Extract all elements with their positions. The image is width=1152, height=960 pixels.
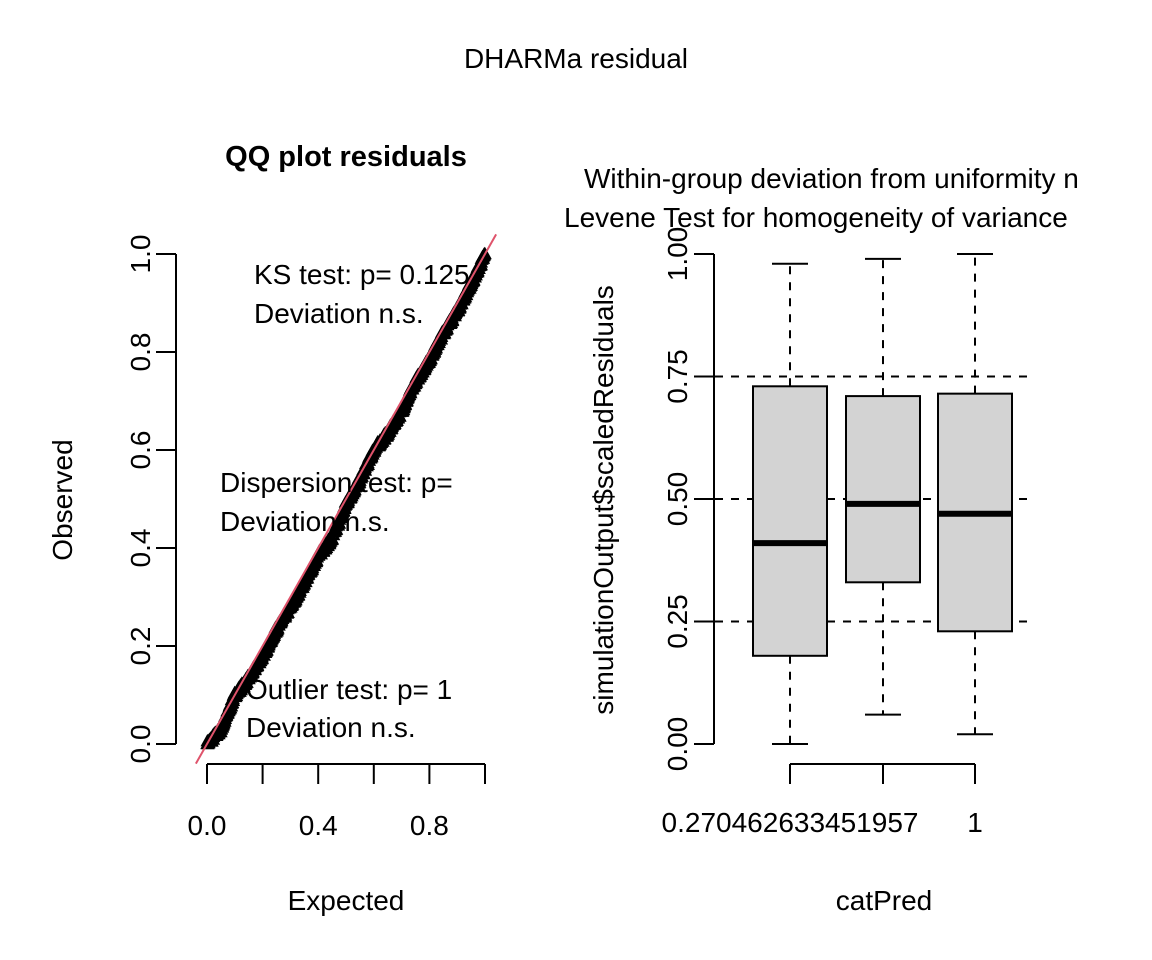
qq-x-axis: 0.0 0.4 0.8 <box>188 763 486 841</box>
boxplot-x-axis-label: catPred <box>836 885 933 916</box>
ks-deviation-text: Deviation n.s. <box>254 298 424 329</box>
ks-test-text: KS test: p= 0.125 <box>254 259 470 290</box>
qq-y-tick-label: 0.8 <box>125 333 156 372</box>
qq-x-tick-label: 0.8 <box>410 810 449 841</box>
outlier-deviation-text: Deviation n.s. <box>246 712 416 743</box>
qq-y-axis-label: Observed <box>47 439 78 560</box>
qq-y-tick-label: 1.0 <box>125 235 156 274</box>
boxplot-y-tick-label: 0.25 <box>662 594 693 649</box>
qq-y-tick-label: 0.2 <box>125 627 156 666</box>
dispersion-deviation-text: Deviation n.s. <box>220 506 390 537</box>
boxplot-y-tick-label: 0.75 <box>662 349 693 404</box>
qq-y-axis: 0.0 0.2 0.4 0.6 0.8 1.0 <box>125 235 177 764</box>
qq-point <box>478 246 492 260</box>
qq-x-tick-label: 0.4 <box>299 810 338 841</box>
boxplot-title-line1: Within-group deviation from uniformity n <box>584 163 1079 194</box>
boxplot-title-line2: Levene Test for homogeneity of variance <box>564 202 1068 233</box>
qq-y-tick-label: 0.0 <box>125 725 156 764</box>
qq-x-tick-label: 0.0 <box>188 810 227 841</box>
qq-x-axis-label: Expected <box>288 885 405 916</box>
qq-reference-line <box>195 233 497 765</box>
boxplot-box <box>845 257 921 716</box>
boxplot-y-tick-label: 0.50 <box>662 472 693 527</box>
dispersion-test-text: Dispersion test: p= <box>220 467 453 498</box>
box-iqr <box>845 395 921 584</box>
boxplot-y-tick-label: 1.00 <box>662 227 693 282</box>
boxplot-y-axis: 0.00 0.25 0.50 0.75 1.00 <box>662 227 715 772</box>
qq-points-group <box>200 246 492 750</box>
boxplot-x-tick-label: 0.270462633451957 <box>662 807 919 838</box>
boxplot-box <box>752 262 828 745</box>
boxplot-y-axis-label: simulationOutput$scaledResiduals <box>588 285 619 715</box>
qq-plot-title: QQ plot residuals <box>225 141 467 173</box>
qq-y-tick-label: 0.6 <box>125 431 156 470</box>
boxplot-x-axis: 0.270462633451957 1 <box>662 763 983 838</box>
boxplot-y-tick-label: 0.00 <box>662 717 693 772</box>
qq-y-tick-label: 0.4 <box>125 529 156 568</box>
box-iqr <box>752 385 828 657</box>
boxplot-boxes <box>752 253 1013 745</box>
figure-title: DHARMa residual <box>464 43 688 74</box>
outlier-test-text: Outlier test: p= 1 <box>246 674 452 705</box>
boxplot-panel: Within-group deviation from uniformity n… <box>564 163 1079 916</box>
boxplot-x-tick-label: 1 <box>967 807 983 838</box>
boxplot-box <box>937 253 1013 736</box>
qq-plot-panel: QQ plot residuals 0.0 0.4 0.8 0.0 0.2 0.4 0.6… <box>47 141 497 916</box>
